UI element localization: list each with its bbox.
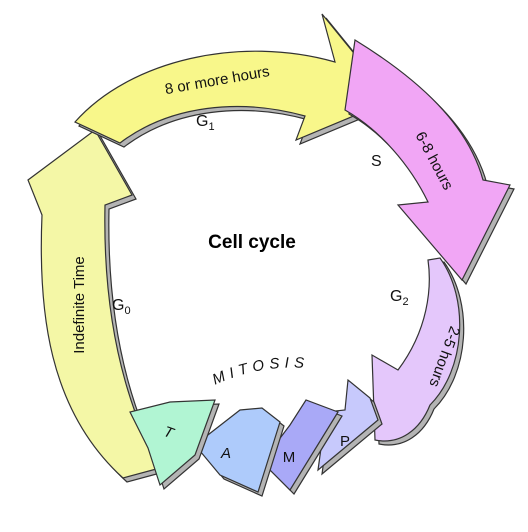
s-phase-label: S: [371, 153, 382, 170]
g0-duration-label: Indefinite Time: [71, 256, 88, 354]
prophase-label: P: [340, 433, 350, 450]
metaphase-label: M: [283, 449, 296, 466]
g2-phase-label: G2: [390, 288, 409, 308]
mitosis-label: MITOSIS: [210, 354, 310, 388]
g1-phase-label: G1: [196, 113, 215, 133]
anaphase-label: A: [220, 445, 231, 462]
diagram-title: Cell cycle: [208, 232, 296, 253]
